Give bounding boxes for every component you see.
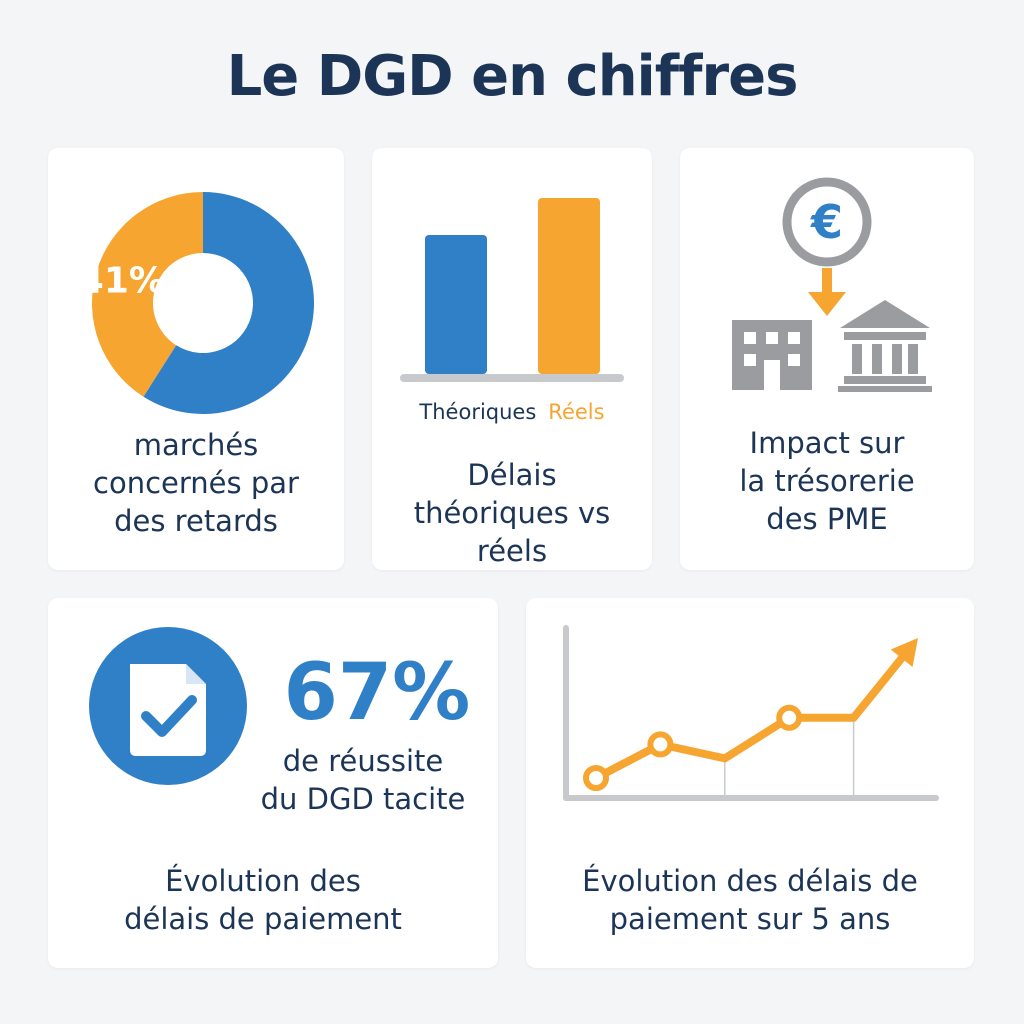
caption-line: marchés [133,428,259,462]
caption-line: paiement sur 5 ans [609,902,891,936]
building-icon [732,320,812,390]
data-point [776,704,803,731]
bar [425,234,487,374]
euro-coin-icon: € [782,177,872,267]
donut-slice [92,192,203,397]
line-chart [563,625,939,801]
caption-line: concernés par [93,466,299,500]
evolution-caption: Évolution des délais de paiement sur 5 a… [526,862,974,938]
arrow-head [890,638,918,668]
data-point [647,731,674,758]
bar-legend: Théoriques Réels [372,400,652,424]
bar-chart [400,198,624,382]
bar-baseline [400,374,624,382]
sub-line: du DGD tacite [260,782,466,816]
caption-line: Évolution des [165,864,361,898]
caption-line: des PME [766,502,888,536]
legend-reels: Réels [548,400,605,424]
bank-icon [838,300,932,392]
donut-slice [143,192,314,414]
big-percent: 67% [283,648,471,738]
retards-caption: marchés concernés par des retards [48,426,344,540]
down-arrow-icon [808,268,846,316]
bar [538,198,600,374]
reussite-caption: Évolution des délais de paiement [38,862,488,938]
card-evolution: Évolution des délais de paiement sur 5 a… [526,598,974,968]
data-point [583,765,609,791]
euro-symbol: € [810,195,843,249]
caption-line: réels [476,534,548,568]
card-impact: € Impact sur la trésorerie d [680,148,974,570]
card-delais: Théoriques Réels Délais théoriques vs rée… [372,148,652,570]
donut-slice-label: 41% [88,260,165,301]
series-line [592,644,914,782]
delais-caption: Délais théoriques vs réels [372,456,652,570]
check-document-icon [89,627,247,785]
card-reussite: 67% de réussite du DGD tacite Évolution … [48,598,498,968]
page-title: Le DGD en chiffres [226,44,799,109]
impact-caption: Impact sur la trésorerie des PME [680,424,974,538]
sub-line: de réussite [282,744,444,778]
legend-theoriques: Théoriques [419,400,537,424]
caption-line: des retards [114,504,278,538]
card-retards: 41% marchés concernés par des retards [48,148,344,570]
caption-line: Impact sur [749,426,905,460]
caption-line: Évolution des délais de [582,864,918,898]
caption-line: Délais [467,458,557,492]
caption-line: théoriques vs [413,496,611,530]
impact-illustration: € [732,177,932,392]
caption-line: délais de paiement [124,902,402,936]
caption-line: la trésorerie [739,464,915,498]
reussite-subtext: de réussite du DGD tacite [238,742,488,818]
donut-chart: 41% [88,192,314,414]
